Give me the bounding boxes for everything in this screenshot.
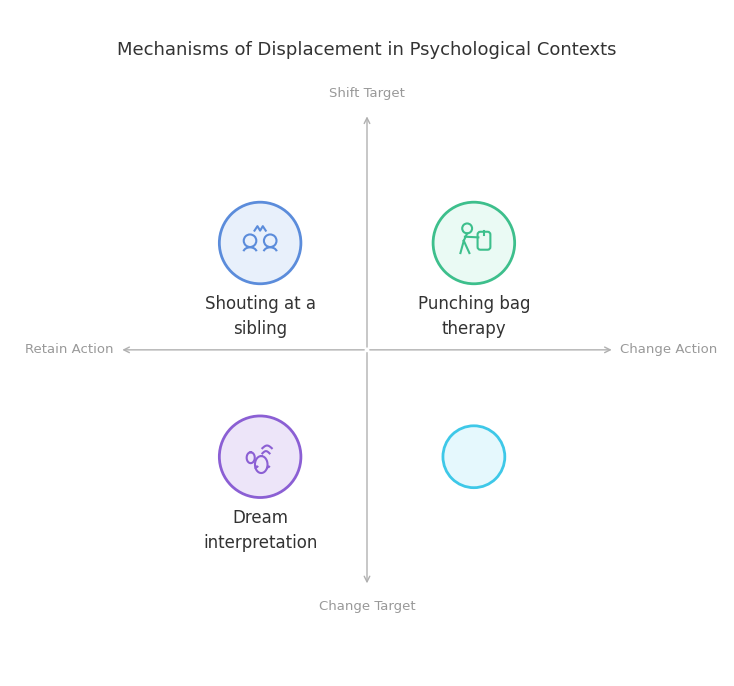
Text: Shouting at a
sibling: Shouting at a sibling — [205, 295, 316, 338]
Text: Mechanisms of Displacement in Psychological Contexts: Mechanisms of Displacement in Psychologi… — [117, 41, 617, 59]
Circle shape — [433, 202, 515, 284]
Text: Change Action: Change Action — [620, 344, 717, 356]
Text: Punching bag
therapy: Punching bag therapy — [418, 295, 530, 338]
Circle shape — [219, 202, 301, 284]
Text: Change Target: Change Target — [319, 600, 415, 613]
Text: Retain Action: Retain Action — [26, 344, 114, 356]
Circle shape — [443, 426, 505, 488]
Text: Dream
interpretation: Dream interpretation — [203, 509, 317, 552]
Circle shape — [219, 416, 301, 497]
Text: Shift Target: Shift Target — [329, 86, 405, 99]
